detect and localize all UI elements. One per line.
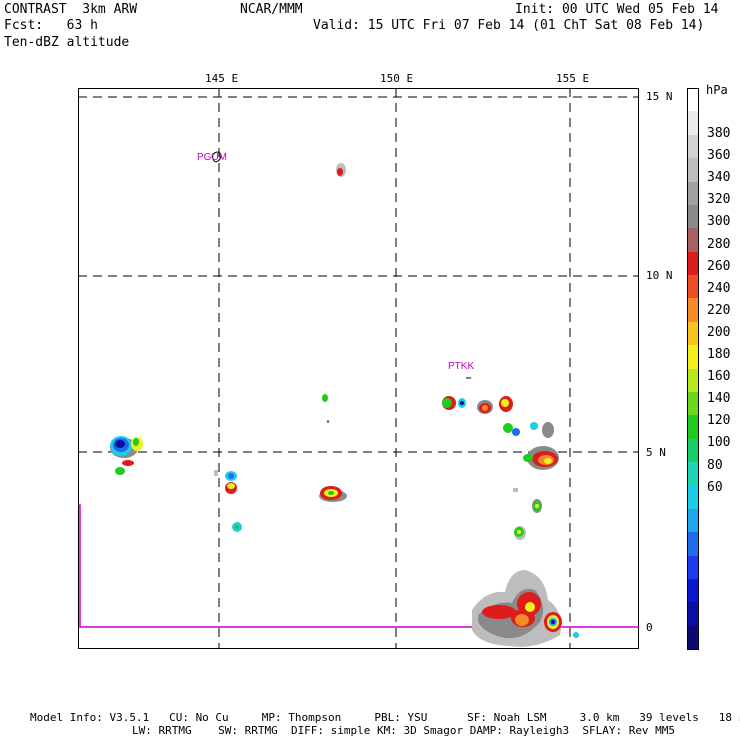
colorbar-tick-label: 260 <box>707 258 731 274</box>
colorbar-tick-label: 140 <box>707 391 731 407</box>
lat-label-15n: 15 N <box>646 90 673 103</box>
colorbar-swatch <box>687 88 699 112</box>
lon-label-150: 150 E <box>380 72 414 85</box>
init-time: Init: 00 UTC Wed 05 Feb 14 <box>515 2 719 17</box>
colorbar-tick-label: 360 <box>707 148 731 164</box>
colorbar-tick-label: 80 <box>707 457 723 473</box>
colorbar-tick-label: 60 <box>707 479 723 495</box>
lon-label-155: 155 E <box>556 72 590 85</box>
model-info-line2: LW: RRTMG SW: RRTMG DIFF: simple KM: 3D … <box>132 724 676 737</box>
colorbar-swatch <box>687 134 699 159</box>
colorbar-tick-label: 200 <box>707 324 731 340</box>
echo-cell-145e <box>214 470 242 532</box>
colorbar-swatch <box>687 508 699 533</box>
colorbar-swatch <box>687 251 699 276</box>
guam-coastline <box>211 151 222 163</box>
map-plot-area <box>78 88 639 649</box>
colorbar-unit: hPa <box>706 83 728 97</box>
graticule <box>78 88 639 649</box>
forecast-hour: Fcst: 63 h <box>4 18 98 33</box>
colorbar-tick-label: 280 <box>707 236 731 252</box>
lat-label-10n: 10 N <box>646 269 673 282</box>
colorbar-swatch <box>687 438 699 463</box>
echo-cluster-ptkk <box>442 396 538 436</box>
colorbar-swatch <box>687 204 699 229</box>
colorbar-tick-label: 160 <box>707 369 731 385</box>
lat-label-0: 0 <box>646 621 653 634</box>
colorbar-swatch <box>687 111 699 136</box>
valid-time: Valid: 15 UTC Fri 07 Feb 14 (01 ChT Sat … <box>313 18 705 33</box>
colorbar-swatch <box>687 532 699 556</box>
model-info-line1: Model Info: V3.5.1 CU: No Cu MP: Thompso… <box>30 711 740 724</box>
field-name: Ten-dBZ altitude <box>4 35 130 50</box>
echo-cluster-southeast <box>472 570 579 647</box>
colorbar-tick-label: 380 <box>707 126 731 141</box>
colorbar-swatch <box>687 158 699 182</box>
colorbar-swatch <box>687 228 699 253</box>
station-label-ptkk: PTKK <box>448 361 475 372</box>
colorbar-tick-label: 180 <box>707 347 731 362</box>
colorbar-swatch <box>687 485 699 510</box>
colorbar-swatch <box>687 368 699 393</box>
colorbar-swatch <box>687 415 699 440</box>
echo-cell-central <box>319 486 347 502</box>
colorbar-tick-label: 300 <box>707 214 731 230</box>
colorbar-swatch <box>687 462 699 486</box>
colorbar-swatch <box>687 602 699 627</box>
colorbar-tick-label: 340 <box>707 170 731 186</box>
colorbar-swatch <box>687 578 699 603</box>
colorbar-swatch <box>687 321 699 346</box>
colorbar-swatch <box>687 345 699 369</box>
colorbar-swatch <box>687 275 699 299</box>
echo-cell-north <box>322 163 346 423</box>
model-title: CONTRAST 3km ARW <box>4 2 138 17</box>
colorbar-tick-label: 320 <box>707 192 731 208</box>
colorbar-swatch <box>687 625 699 650</box>
center-name: NCAR/MMM <box>240 2 303 17</box>
colorbar-tick-label: 240 <box>707 280 731 296</box>
colorbar-swatch <box>687 391 699 416</box>
colorbar-tick-label: 220 <box>707 302 731 318</box>
lon-label-145: 145 E <box>205 72 239 85</box>
colorbar-tick-label: 120 <box>707 413 731 429</box>
equator-line <box>78 504 639 628</box>
echo-cell-west <box>110 436 143 475</box>
colorbar-swatch <box>687 181 699 206</box>
colorbar-swatch <box>687 555 699 580</box>
station-label-pgum: PGUM <box>197 152 227 163</box>
lat-label-5n: 5 N <box>646 446 666 459</box>
colorbar-swatch <box>687 298 699 323</box>
colorbar-tick-label: 100 <box>707 435 731 451</box>
echo-cluster-east <box>513 422 559 540</box>
